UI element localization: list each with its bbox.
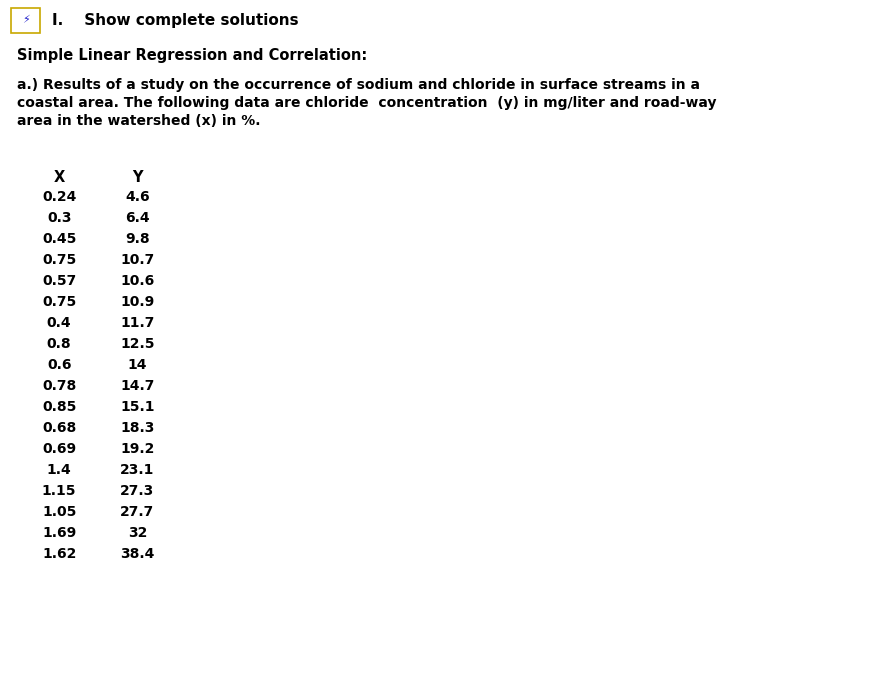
Text: 32: 32 [128,526,147,540]
Text: Y: Y [132,170,143,185]
Text: 0.57: 0.57 [42,275,76,288]
Text: 0.78: 0.78 [42,379,76,394]
Text: 14: 14 [128,358,147,372]
Text: a.) Results of a study on the occurrence of sodium and chloride in surface strea: a.) Results of a study on the occurrence… [17,78,700,92]
Text: 0.3: 0.3 [47,211,71,226]
Text: 10.7: 10.7 [120,253,155,268]
Text: X: X [54,170,64,185]
Text: 27.3: 27.3 [120,484,155,498]
Text: 0.75: 0.75 [42,295,76,310]
Text: 11.7: 11.7 [120,316,155,330]
Text: Simple Linear Regression and Correlation:: Simple Linear Regression and Correlation… [17,47,368,63]
Text: ⚡: ⚡ [22,16,30,25]
Text: area in the watershed (x) in %.: area in the watershed (x) in %. [17,114,261,128]
Text: 1.62: 1.62 [42,547,76,561]
Text: 23.1: 23.1 [120,463,155,477]
Text: coastal area. The following data are chloride  concentration  (y) in mg/liter an: coastal area. The following data are chl… [17,96,716,110]
Text: 1.4: 1.4 [47,463,71,477]
Text: 0.69: 0.69 [42,442,76,456]
Text: 0.85: 0.85 [42,400,76,414]
Text: 1.69: 1.69 [42,526,76,540]
Text: 14.7: 14.7 [120,379,155,394]
Text: 1.05: 1.05 [42,505,76,519]
Text: 6.4: 6.4 [125,211,149,226]
Text: 38.4: 38.4 [120,547,155,561]
Text: 0.24: 0.24 [42,191,76,204]
Text: I.    Show complete solutions: I. Show complete solutions [52,14,298,28]
Text: 0.6: 0.6 [47,358,71,372]
Text: 10.6: 10.6 [120,275,155,288]
Text: 0.4: 0.4 [47,316,71,330]
Text: 12.5: 12.5 [120,337,155,352]
Text: 27.7: 27.7 [120,505,155,519]
Text: 4.6: 4.6 [125,191,149,204]
Text: 1.15: 1.15 [42,484,76,498]
Text: 0.68: 0.68 [42,421,76,436]
Text: 19.2: 19.2 [120,442,155,456]
Text: 0.8: 0.8 [47,337,71,352]
Text: 18.3: 18.3 [120,421,155,436]
Text: 10.9: 10.9 [120,295,155,310]
Text: 0.75: 0.75 [42,253,76,268]
Text: 15.1: 15.1 [120,400,155,414]
Text: 0.45: 0.45 [42,233,76,246]
Text: 9.8: 9.8 [125,233,149,246]
